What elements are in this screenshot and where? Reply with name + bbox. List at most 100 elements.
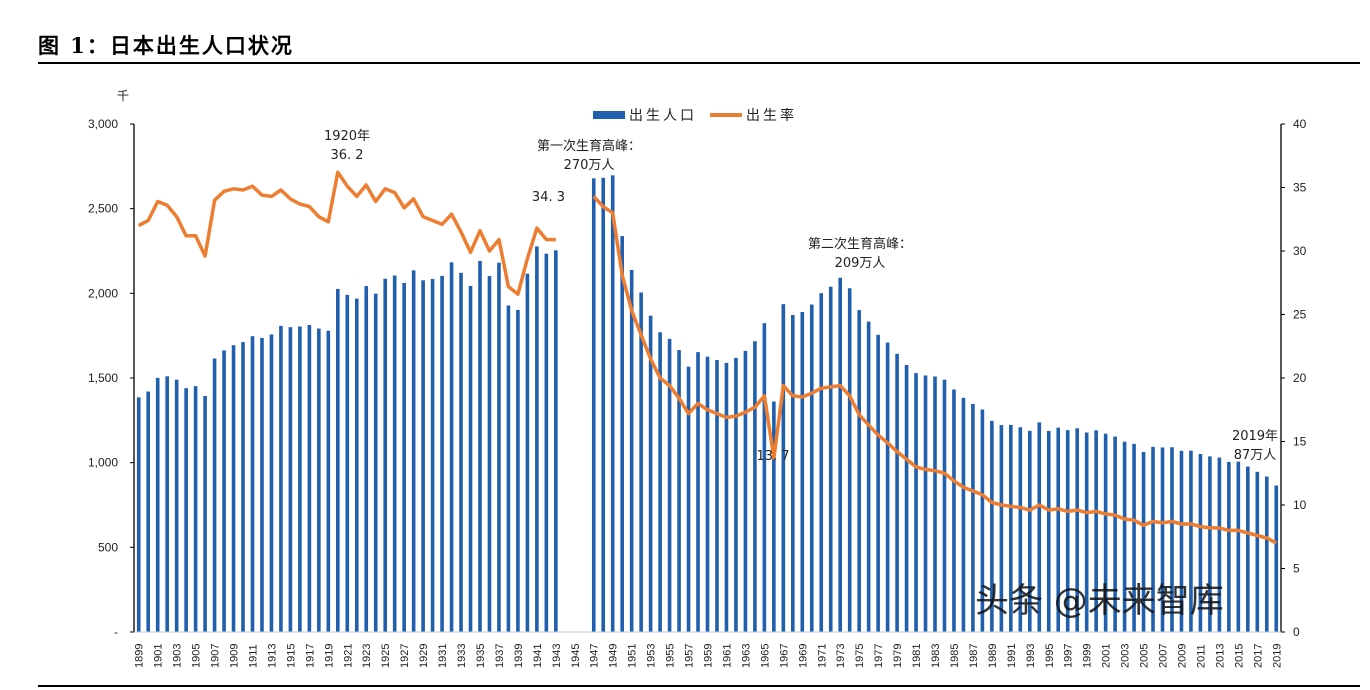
bar-2008 [1170, 447, 1174, 632]
bar-1911 [250, 336, 255, 632]
bar-1904 [184, 388, 188, 632]
x-tick-label: 1931 [437, 644, 449, 668]
x-tick-label: 1997 [1063, 644, 1075, 668]
left-tick-label: - [114, 625, 118, 639]
x-tick-label: 2009 [1176, 644, 1188, 668]
bar-1924 [373, 293, 378, 632]
bar-1950 [620, 236, 624, 632]
right-tick-label: 25 [1293, 308, 1307, 322]
bar-1970 [809, 304, 814, 632]
x-tick-label: 2015 [1233, 644, 1245, 668]
left-tick-label: 500 [98, 540, 118, 554]
bar-1966 [772, 401, 776, 632]
x-tick-label: 1949 [608, 644, 620, 668]
x-tick-label: 1915 [285, 644, 297, 668]
x-tick-label: 1901 [153, 644, 165, 668]
bar-1900 [146, 391, 151, 632]
bar-1940 [525, 273, 530, 632]
x-tick-label: 1959 [703, 644, 715, 668]
bar-1910 [241, 342, 245, 632]
bar-2011 [1198, 454, 1203, 632]
x-tick-label: 1991 [1006, 644, 1018, 668]
right-tick-label: 20 [1293, 371, 1307, 385]
bar-2013 [1217, 457, 1222, 632]
x-tick-label: 1993 [1025, 644, 1037, 668]
x-tick-label: 1907 [210, 644, 222, 668]
bar-1991 [1009, 424, 1013, 632]
annotation-label: 第二次生育高峰： [808, 236, 912, 252]
x-tick-label: 1933 [456, 644, 468, 668]
x-tick-label: 1945 [570, 644, 582, 668]
x-tick-label: 1983 [930, 644, 942, 668]
bar-1926 [392, 275, 397, 632]
bar-1999 [1084, 432, 1089, 632]
bar-1935 [478, 260, 482, 632]
x-tick-label: 1941 [532, 644, 544, 668]
bar-1984 [942, 379, 947, 632]
bar-1901 [155, 377, 160, 632]
bar-1989 [990, 420, 994, 632]
right-tick-label: 5 [1293, 562, 1300, 576]
right-tick-label: 0 [1293, 625, 1300, 639]
x-tick-label: 1955 [665, 644, 677, 668]
x-tick-label: 1947 [589, 644, 601, 668]
bar-1993 [1027, 430, 1032, 632]
bar-1912 [260, 337, 264, 632]
bar-1987 [971, 403, 975, 632]
legend-bar-label: 出生人口 [629, 108, 697, 124]
bar-1988 [980, 409, 985, 632]
figure-title: 图 1：日本出生人口状况 [38, 33, 294, 58]
bar-1952 [639, 292, 643, 632]
bar-1978 [885, 342, 890, 632]
legend: 出生人口 出生率 [593, 107, 794, 124]
bar-1963 [743, 350, 748, 632]
bar-1957 [686, 366, 691, 632]
bar-1975 [857, 310, 861, 632]
bar-1994 [1037, 422, 1042, 632]
bar-1973 [838, 277, 843, 632]
bar-1908 [222, 350, 226, 632]
bar-1902 [165, 376, 169, 632]
annotation-label: 36. 2 [330, 148, 363, 163]
bar-1981 [914, 373, 918, 632]
bar-1942 [544, 253, 549, 632]
annotation-label: 第一次生育高峰： [537, 138, 641, 154]
x-tick-label: 2019 [1271, 644, 1283, 668]
x-tick-label: 2017 [1252, 644, 1264, 668]
bar-1916 [298, 326, 302, 632]
x-tick-label: 1909 [229, 644, 241, 668]
bar-1948 [601, 177, 606, 632]
bar-1913 [269, 334, 274, 632]
bar-1903 [174, 379, 179, 632]
annotation-label: 1920年 [324, 129, 370, 144]
x-tick-label: 2001 [1101, 644, 1113, 668]
bar-1917 [307, 324, 312, 632]
bar-1951 [629, 269, 634, 632]
x-tick-label: 1969 [797, 644, 809, 668]
bar-1907 [212, 358, 217, 632]
bar-1971 [819, 293, 824, 632]
x-tick-label: 1985 [949, 644, 961, 668]
annotation-label: 2019年 [1232, 429, 1278, 444]
x-tick-label: 1925 [380, 644, 392, 668]
watermark: 头条 @未来智库 [975, 581, 1224, 621]
bar-2015 [1236, 461, 1241, 632]
bar-2010 [1189, 450, 1193, 632]
bar-1961 [724, 362, 729, 632]
x-tick-label: 1943 [551, 644, 563, 668]
bar-2005 [1141, 451, 1146, 632]
bar-1936 [487, 276, 492, 632]
top-rule [38, 62, 1360, 64]
right-tick-label: 35 [1293, 181, 1307, 195]
bar-1985 [952, 389, 956, 632]
bar-1995 [1046, 431, 1051, 632]
bar-1934 [468, 285, 473, 632]
x-tick-label: 1937 [494, 644, 506, 668]
bar-1906 [203, 395, 207, 632]
x-tick-label: 1939 [513, 644, 525, 668]
legend-bar-swatch [593, 111, 625, 119]
x-tick-label: 1963 [740, 644, 752, 668]
bar-1928 [411, 270, 416, 632]
bar-1958 [696, 352, 700, 632]
x-tick-label: 1905 [191, 644, 203, 668]
